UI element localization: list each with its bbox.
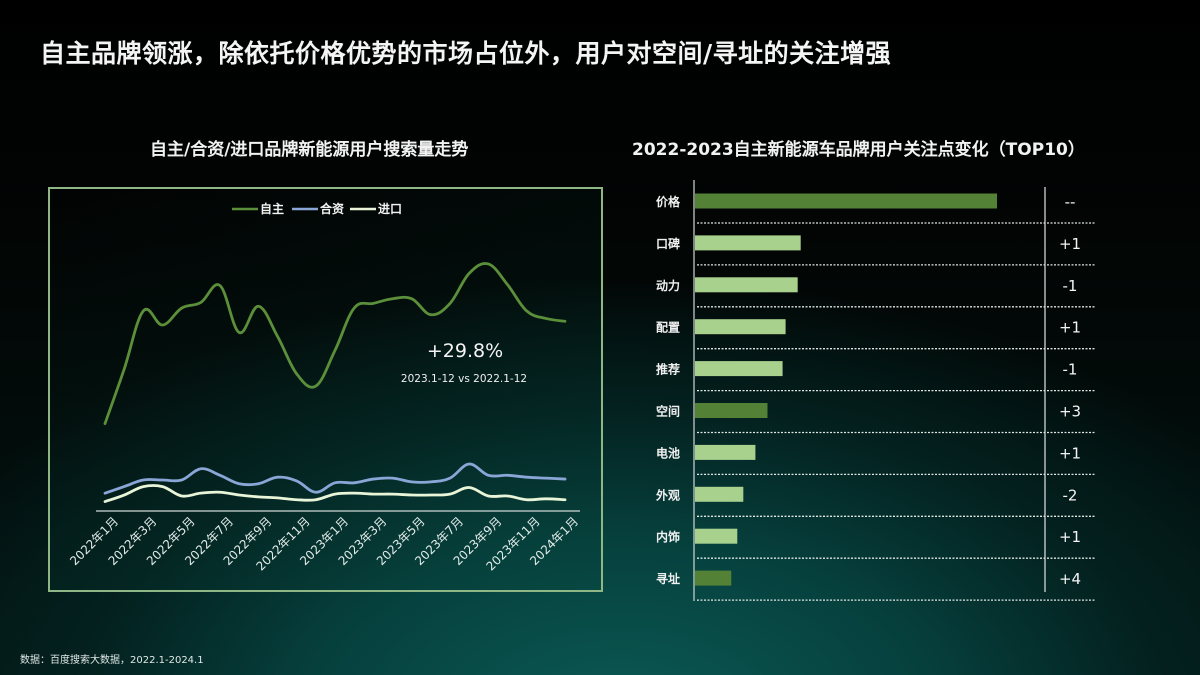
rank-change: +1	[1059, 235, 1081, 253]
rank-change: +1	[1059, 528, 1081, 546]
bar-category-label: 电池	[656, 445, 680, 460]
bar-category-label: 价格	[656, 194, 681, 209]
bar-row: 口碑 +1	[656, 235, 1095, 266]
bar-row: 内饰 +1	[656, 528, 1095, 559]
growth-annotation-note: 2023.1-12 vs 2022.1-12	[401, 373, 527, 385]
bar	[695, 319, 786, 335]
line-chart-title: 自主/合资/进口品牌新能源用户搜索量走势	[150, 140, 469, 160]
bar-category-label: 寻址	[656, 571, 680, 586]
bar-category-label: 空间	[656, 404, 680, 419]
bar-row: 外观 -2	[656, 486, 1095, 517]
bar-row: 空间 +3	[656, 403, 1095, 434]
legend-label: 进口	[378, 201, 402, 216]
bar-row: 价格 --	[656, 193, 1095, 224]
bar-row: 动力 -1	[656, 277, 1095, 308]
rank-change: -2	[1063, 486, 1078, 504]
rank-change: +1	[1059, 444, 1081, 462]
line-chart-panel	[48, 187, 603, 592]
bar-row: 寻址 +4	[656, 570, 1095, 601]
bar-category-label: 内饰	[656, 529, 680, 544]
rank-change: --	[1065, 193, 1076, 211]
legend-label: 合资	[320, 201, 344, 216]
rank-change: +1	[1059, 319, 1081, 337]
rank-change: +3	[1059, 403, 1081, 421]
legend-label: 自主	[260, 201, 284, 216]
bar	[695, 361, 783, 377]
bar-category-label: 外观	[656, 487, 680, 502]
growth-annotation: +29.8%	[427, 340, 503, 362]
bar-row: 配置 +1	[656, 319, 1095, 350]
bar	[695, 444, 756, 460]
bar-category-label: 推荐	[656, 362, 680, 377]
series-line-自主	[103, 262, 567, 426]
page-title: 自主品牌领涨，除依托价格优势的市场占位外，用户对空间/寻址的关注增强	[40, 39, 892, 68]
series-line-合资	[103, 462, 567, 495]
bar-category-label: 口碑	[656, 236, 680, 251]
bar	[695, 403, 768, 418]
rank-change: -1	[1063, 277, 1078, 295]
series-line-进口	[103, 483, 567, 504]
bar	[695, 193, 997, 209]
bar-chart-title: 2022-2023自主新能源车品牌用户关注点变化（TOP10）	[632, 140, 1085, 160]
rank-change: +4	[1059, 570, 1081, 588]
bar	[695, 570, 732, 586]
legend-item: 自主	[232, 201, 284, 216]
legend-item: 进口	[350, 201, 402, 216]
rank-change: -1	[1063, 361, 1078, 379]
bar	[695, 528, 738, 544]
bar	[695, 277, 798, 293]
bar-category-label: 动力	[656, 278, 680, 293]
bar	[695, 486, 744, 502]
data-source-note: 数据：百度搜索大数据，2022.1-2024.1	[20, 655, 204, 666]
bar	[695, 235, 801, 251]
bar-row: 推荐 -1	[656, 361, 1095, 392]
bar-row: 电池 +1	[656, 444, 1095, 476]
legend-item: 合资	[292, 201, 344, 216]
bar-category-label: 配置	[656, 320, 680, 335]
